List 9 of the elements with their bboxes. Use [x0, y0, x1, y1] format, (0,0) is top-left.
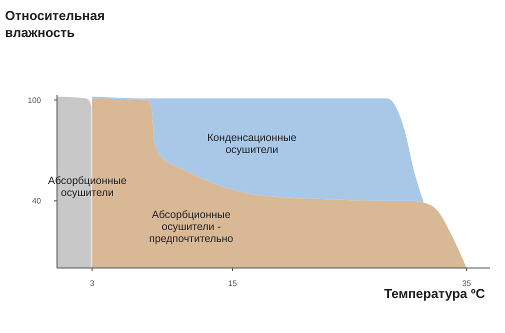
x-tick-label: 35 — [462, 279, 472, 288]
y-tick-label: 100 — [28, 96, 42, 105]
x-axis-title: Температура ºC — [384, 286, 486, 301]
annotation: Конденсационные осушители — [207, 132, 297, 156]
y-axis-title: Относительная влажность — [5, 8, 105, 40]
x-tick-label: 3 — [90, 279, 95, 288]
annotation: Абсорбционные осушители - предпочтительно — [149, 208, 234, 245]
x-tick-label: 15 — [228, 279, 238, 288]
y-tick-label: 40 — [32, 196, 42, 206]
